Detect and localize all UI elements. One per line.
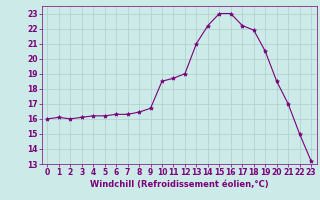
X-axis label: Windchill (Refroidissement éolien,°C): Windchill (Refroidissement éolien,°C) <box>90 180 268 189</box>
